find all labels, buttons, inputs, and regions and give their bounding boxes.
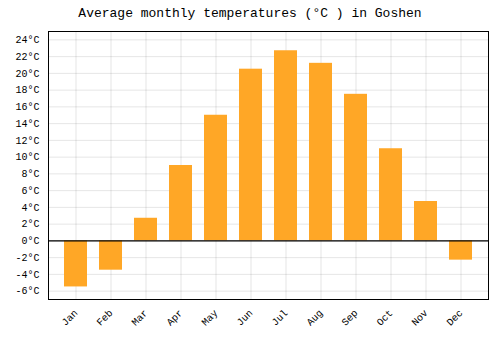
svg-text:Oct: Oct (375, 308, 396, 329)
svg-text:16°C: 16°C (15, 102, 39, 113)
svg-text:6°C: 6°C (21, 186, 39, 197)
svg-text:Jul: Jul (270, 308, 291, 329)
svg-text:18°C: 18°C (15, 85, 39, 96)
svg-text:0°C: 0°C (21, 236, 39, 247)
svg-text:20°C: 20°C (15, 69, 39, 80)
svg-text:10°C: 10°C (15, 152, 39, 163)
svg-text:2°C: 2°C (21, 219, 39, 230)
svg-text:Dec: Dec (445, 308, 466, 329)
svg-text:14°C: 14°C (15, 119, 39, 130)
svg-text:Jun: Jun (235, 308, 256, 329)
svg-text:Jan: Jan (60, 308, 81, 329)
svg-text:24°C: 24°C (15, 35, 39, 46)
svg-text:8°C: 8°C (21, 169, 39, 180)
svg-text:12°C: 12°C (15, 136, 39, 147)
svg-text:-4°C: -4°C (15, 270, 39, 281)
svg-text:22°C: 22°C (15, 52, 39, 63)
svg-text:Aug: Aug (305, 308, 326, 329)
svg-text:-6°C: -6°C (15, 286, 39, 297)
svg-text:Mar: Mar (130, 308, 151, 329)
svg-text:Nov: Nov (410, 308, 431, 329)
svg-text:Apr: Apr (165, 308, 186, 329)
svg-text:Sep: Sep (340, 308, 361, 329)
svg-text:May: May (200, 308, 221, 329)
svg-text:Feb: Feb (95, 308, 116, 329)
svg-text:4°C: 4°C (21, 203, 39, 214)
html-text:Average monthly temperatures (: Average monthly temperatures (°C ) in Go… (78, 6, 422, 21)
svg-text:-2°C: -2°C (15, 253, 39, 264)
